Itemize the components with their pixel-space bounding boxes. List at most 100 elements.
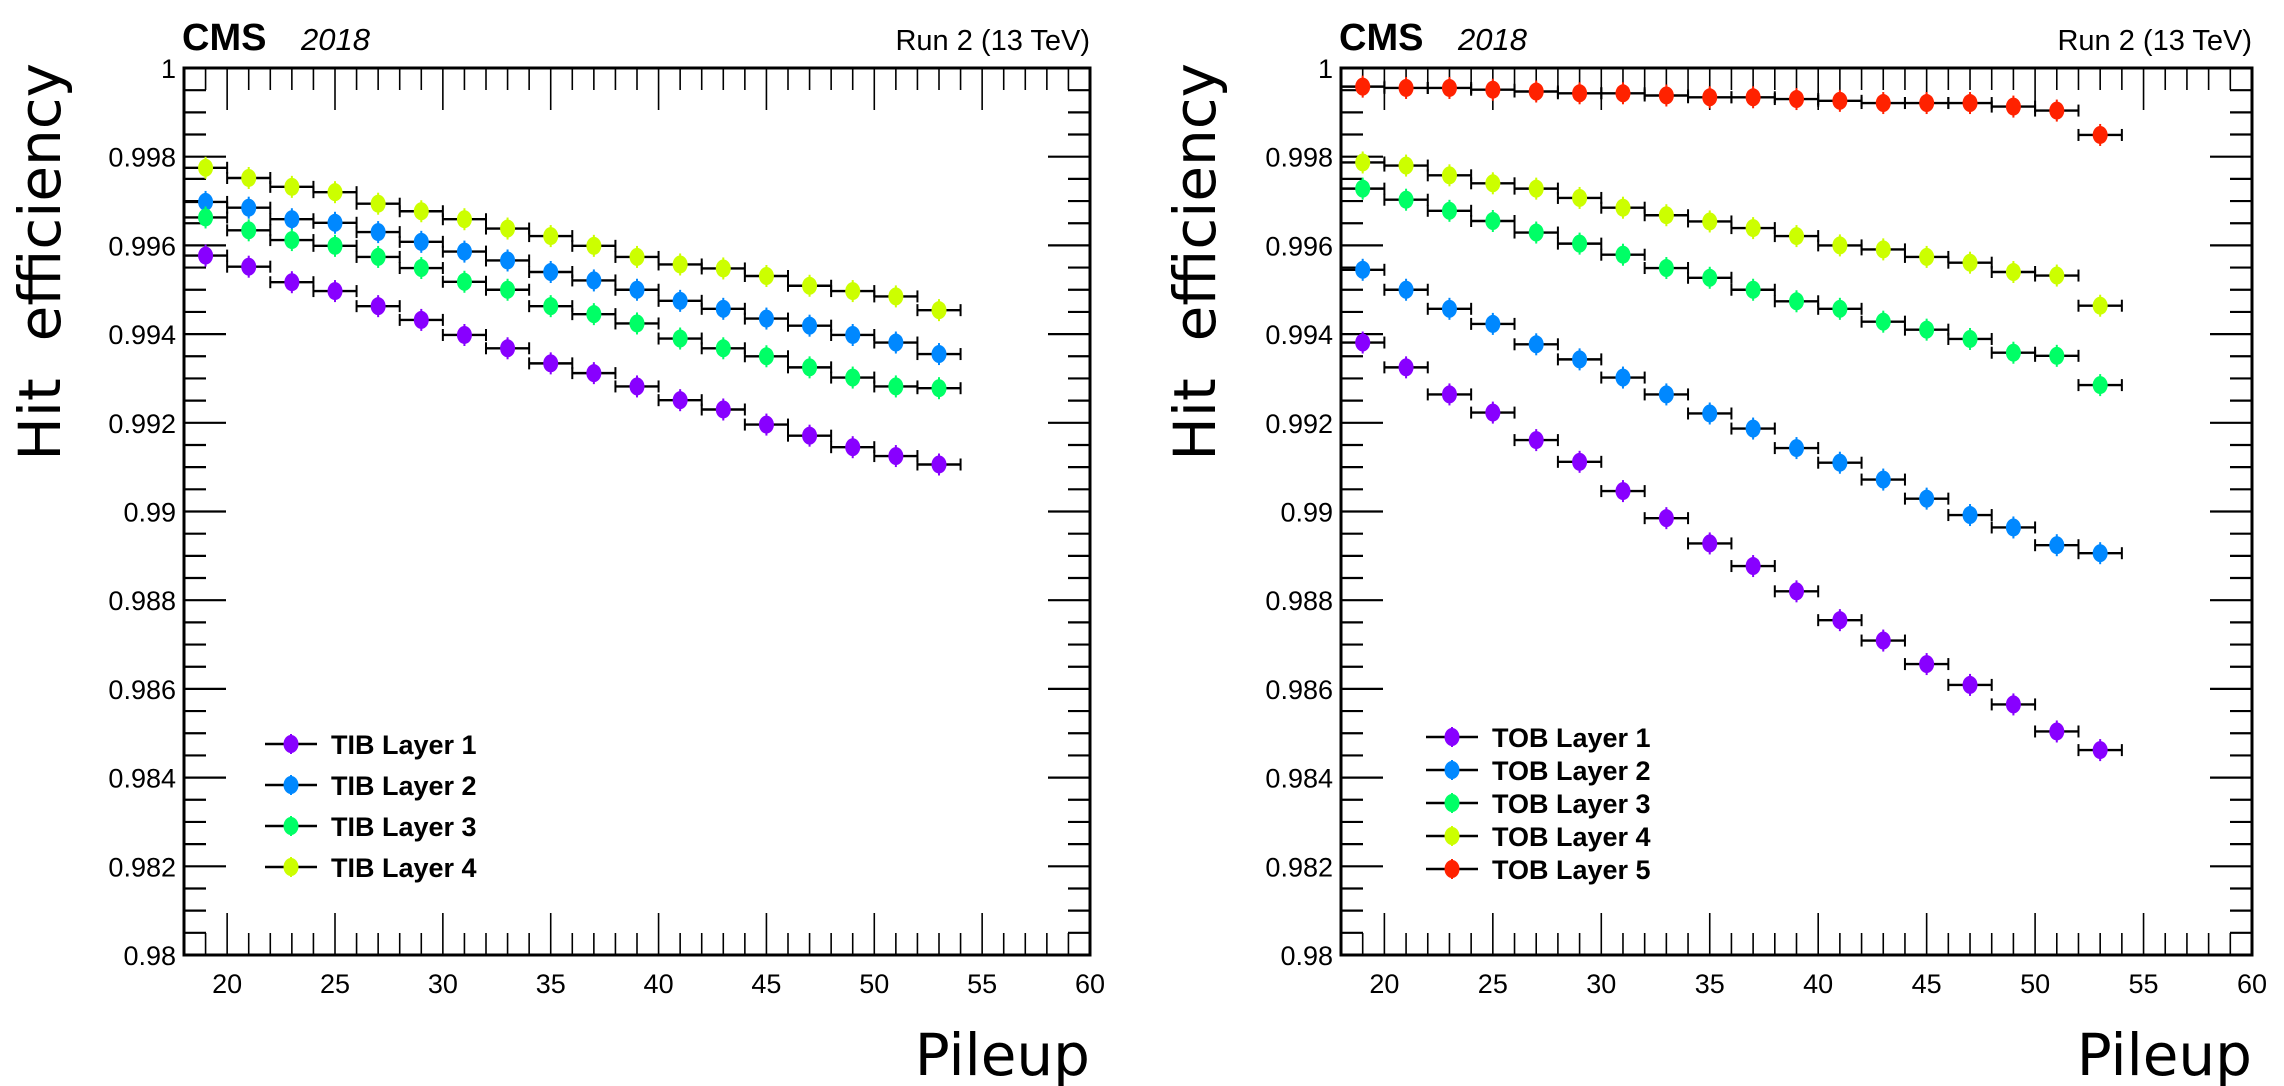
legend-entry: TOB Layer 5 (1426, 855, 1651, 885)
data-point (1658, 385, 1674, 404)
data-point (543, 227, 559, 246)
data-point (413, 310, 429, 329)
data-point (1355, 333, 1371, 352)
data-point (1355, 179, 1371, 198)
y-tick-label: 0.99 (1280, 498, 1333, 528)
data-point (1875, 312, 1891, 331)
legend-entry: TOB Layer 4 (1426, 822, 1651, 852)
data-point (888, 377, 904, 396)
data-point (1745, 557, 1761, 576)
data-point (1485, 212, 1501, 231)
x-tick-label: 30 (428, 969, 458, 999)
data-point (327, 282, 343, 301)
data-point (802, 276, 818, 295)
data-point (2049, 101, 2065, 120)
legend-marker (283, 858, 299, 876)
data-point (1702, 404, 1718, 423)
data-point (456, 242, 472, 261)
data-point (845, 282, 861, 301)
data-point (284, 273, 300, 292)
series-tob-layer-1 (1340, 331, 2123, 762)
data-point (1615, 245, 1631, 264)
data-point (802, 358, 818, 377)
data-point (1745, 88, 1761, 107)
data-point (1441, 385, 1457, 404)
data-point (198, 246, 214, 265)
data-point (2092, 376, 2108, 395)
x-tick-label: 40 (1803, 969, 1833, 999)
data-point (1789, 292, 1804, 311)
data-point (1615, 198, 1631, 217)
data-point (2092, 125, 2108, 144)
x-tick-label: 20 (212, 969, 242, 999)
data-point (500, 339, 516, 358)
data-point (715, 339, 731, 358)
panel-tob: 20 25 30 35 40 45 50 55 60 0.98 0.982 0.984 0.986 0.9… (1161, 17, 2267, 1086)
legend-label: TIB Layer 3 (331, 812, 477, 842)
data-point (1615, 368, 1631, 387)
data-point (284, 210, 300, 229)
data-point (1919, 320, 1935, 339)
data-point (1572, 188, 1588, 207)
data-point (1441, 201, 1457, 220)
data-point (1355, 153, 1371, 172)
legend-entry: TOB Layer 2 (1426, 756, 1651, 786)
data-point (1962, 675, 1978, 694)
data-point (672, 291, 688, 310)
y-tick-label: 0.992 (108, 409, 176, 439)
legend-label: TIB Layer 1 (331, 730, 477, 760)
data-point (802, 316, 818, 335)
x-tick-label: 50 (859, 969, 889, 999)
data-point (586, 236, 602, 255)
legend-label: TIB Layer 2 (331, 771, 477, 801)
data-point (1962, 506, 1978, 525)
data-point (845, 438, 861, 457)
data-point (1528, 431, 1544, 450)
series-tib-layer-3 (183, 206, 962, 400)
x-tick-label: 50 (2020, 969, 2050, 999)
series-tob-layer-3 (1340, 177, 2123, 397)
data-point (1398, 156, 1414, 175)
data-point (2049, 346, 2065, 365)
data-point (1658, 259, 1674, 278)
x-tick-label: 45 (751, 969, 781, 999)
legend-marker (1444, 728, 1460, 746)
cms-label: CMS (182, 17, 266, 59)
data-point (500, 251, 516, 270)
data-point (1485, 314, 1501, 333)
data-point (327, 236, 343, 255)
x-tick-label: 60 (1075, 969, 1105, 999)
y-tick-label: 0.982 (108, 852, 176, 882)
legend-marker (283, 817, 299, 835)
year-label: 2018 (1457, 22, 1528, 57)
data-point (1919, 247, 1935, 266)
data-point (1572, 234, 1588, 253)
plot-frame (182, 66, 1092, 957)
data-point (2092, 296, 2108, 315)
data-point (241, 221, 257, 240)
data-point (1702, 88, 1718, 107)
data-point (1528, 223, 1544, 242)
series-tob-layer-5 (1340, 75, 2123, 146)
data-point (1485, 174, 1501, 193)
data-point (1789, 227, 1804, 246)
y-tick-label: 0.99 (123, 498, 176, 528)
y-tick-label: 1 (161, 54, 176, 84)
data-point (1398, 358, 1414, 377)
data-point (2005, 97, 2021, 116)
data-point (327, 213, 343, 232)
data-point (931, 455, 947, 474)
legend: TIB Layer 1 TIB Layer 2 TIB Layer 3 TIB Lay… (265, 730, 477, 883)
data-point (1702, 534, 1718, 553)
data-point (241, 168, 257, 187)
data-point (1658, 86, 1674, 105)
y-axis-title: Hit efficiency (1161, 63, 1229, 461)
data-point (931, 379, 947, 398)
x-tick-label: 35 (536, 969, 566, 999)
legend-marker (1444, 860, 1460, 878)
legend-entry: TIB Layer 3 (265, 812, 477, 842)
data-point (758, 415, 774, 434)
data-point (1702, 212, 1718, 231)
data-point (1789, 439, 1804, 458)
